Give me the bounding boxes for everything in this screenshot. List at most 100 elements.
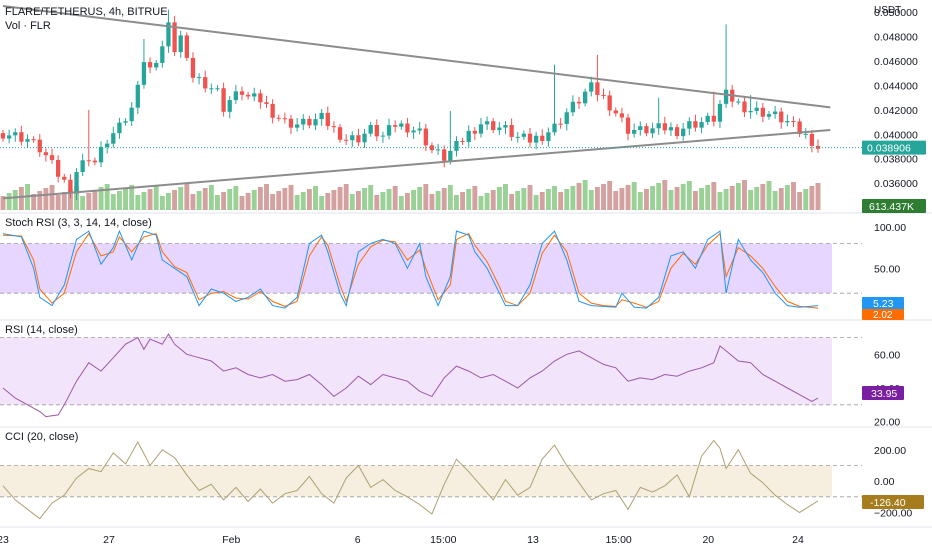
volume-bar [478,196,484,210]
candle-body [368,124,373,134]
candle-body [190,57,196,78]
volume-bar [337,187,343,210]
candle-body [111,133,116,144]
volume-bar [735,183,741,210]
candle-body [405,123,410,133]
volume-bar [368,185,374,210]
volume-bar [784,185,790,210]
volume-bar [49,185,55,210]
volume-bar [380,192,386,210]
volume-bar [153,186,159,210]
candle-body [43,152,49,156]
volume-bar [668,190,674,210]
cci-band [0,465,832,497]
candle-body [196,77,202,79]
time-axis[interactable]: 23 27 Feb 6 15:00 13 15:00 20 24 [0,534,804,546]
stoch-lines [2,229,819,309]
candle-body [435,149,441,151]
time-tick-label: 6 [355,534,361,546]
axis-tick-label: 60.00 [874,349,900,361]
candle-body [178,35,183,53]
volume-bar [331,190,337,210]
candle-body [362,133,367,143]
volume-bar [270,194,276,210]
cci-title[interactable]: CCI (20, close) [5,431,78,443]
volume-tag: 613.437K [862,199,926,213]
volume-bar [607,181,613,210]
volume-bar [227,189,233,210]
price-tag: 0.038906 [862,140,926,155]
volume-bar [55,195,61,210]
volume-bar [61,192,67,210]
candle-body [460,140,465,142]
stoch-title[interactable]: Stoch RSI (3, 3, 14, 14, close) [5,217,152,229]
candle-body [736,101,741,103]
volume-bar [319,196,325,210]
volume-bar [619,188,625,210]
volume-bar [699,188,705,210]
candle-body [429,145,435,151]
cci-axis[interactable]: 200.00 0.00 −200.00 [874,445,912,520]
volume-bar [625,185,631,210]
volume-bar [423,184,429,210]
candle-body [417,128,422,131]
candle-body [98,146,104,163]
volume-title[interactable]: Vol · FLR [5,20,51,32]
volume-bar [67,189,73,210]
volume-bar [208,185,214,210]
volume-bar [159,196,165,210]
time-tick-label: 15:00 [430,534,456,546]
candle-body [748,110,753,113]
price-axis[interactable]: 0.050000 0.048000 0.046000 0.044000 0.042000… [874,7,918,214]
volume-bar [190,194,196,210]
volume-bar [662,180,668,210]
candle-body [779,111,784,123]
rsi-band [0,337,832,405]
volume-bar [306,189,312,210]
volume-bar [791,182,796,210]
cci-tag-value: -126.40 [870,497,906,509]
volume-bar [558,192,564,210]
candle-body [0,133,6,139]
candle-body [619,113,625,118]
candle-body [172,22,177,53]
volume-bar [533,195,539,210]
volume-bar [435,191,441,210]
axis-tick-label: 50.00 [874,263,900,275]
volume-bar [429,194,435,210]
axis-tick-label: 0.00 [874,476,895,488]
candle-body [576,101,582,104]
volume-bar [496,187,502,210]
rsi-line [2,333,819,418]
candle-body [742,101,747,113]
candle-body [509,124,514,137]
volume-bar [123,188,129,210]
volume-bar [355,191,361,210]
volume-bar [135,195,141,210]
volume-bar [705,185,711,210]
stoch-k-value: 5.23 [873,298,894,310]
time-tick-label: 23 [0,534,9,546]
candle-body [135,84,140,108]
candle-body [56,159,61,177]
candle-body [6,135,12,139]
rsi-title[interactable]: RSI (14, close) [5,324,78,336]
candle-body [540,135,545,141]
volume-bar [141,192,147,210]
symbol-title[interactable]: FLARE/TETHERUS, 4h, BITRUE [5,6,168,18]
trendline-upper [2,5,831,109]
axis-tick-label: 20.00 [874,417,900,429]
volume-bar [564,189,570,210]
volume-bar [686,181,692,210]
volume-bar [325,193,331,210]
volume-bar [239,196,245,210]
stoch-k-line [2,229,819,309]
candle-body [650,128,655,134]
candle-body [552,123,557,133]
volume-bar [374,195,380,210]
volume-bar [343,184,349,210]
trendlines[interactable] [2,5,831,200]
candle-body [797,121,802,135]
candle-body [270,103,275,118]
